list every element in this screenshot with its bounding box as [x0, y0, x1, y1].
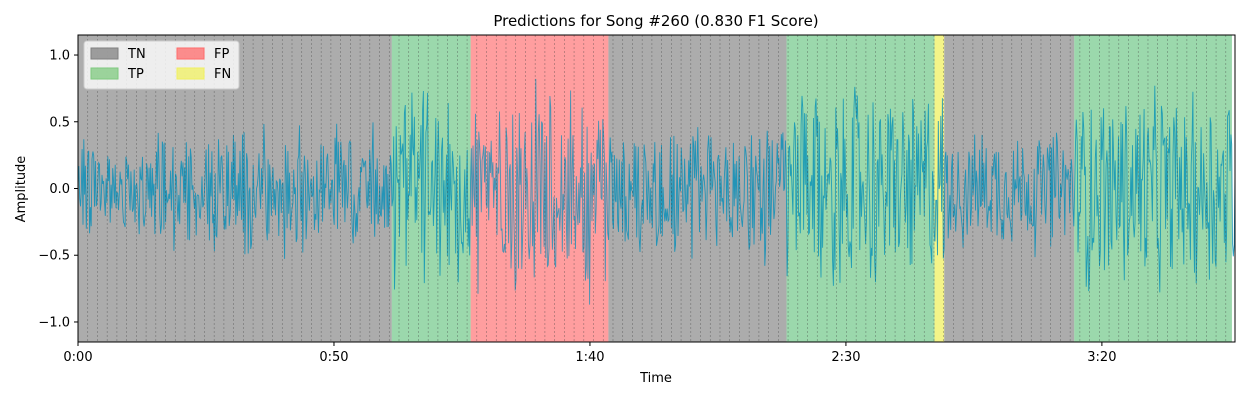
- legend: TN TP FP FN: [83, 40, 240, 90]
- region-tint-0: [391, 35, 471, 342]
- legend-label-tn: TN: [127, 47, 146, 62]
- waveform: [78, 78, 1235, 305]
- y-tick-label: −0.5: [38, 249, 70, 264]
- y-tick-label: 0.5: [49, 115, 70, 130]
- x-tick-label: 2:30: [831, 350, 860, 365]
- legend-swatch-tn: [90, 47, 119, 60]
- chart-title: Predictions for Song #260 (0.830 F1 Scor…: [493, 12, 818, 30]
- legend-label-tp: TP: [127, 67, 144, 82]
- y-tick-label: −1.0: [38, 315, 70, 330]
- legend-label-fp: FP: [214, 47, 229, 62]
- axes: 0:00 0:50 1:40 2:30 3:20 1.0 0.5 0.0 −0.5 −1.0: [38, 34, 1236, 365]
- region-tint-1: [470, 35, 609, 342]
- region-tint-3: [1074, 35, 1232, 342]
- y-tick-label: 1.0: [49, 49, 70, 64]
- x-tick-label: 0:50: [319, 350, 348, 365]
- x-axis-label: Time: [639, 371, 672, 386]
- x-tick-label: 3:20: [1087, 350, 1116, 365]
- beat-lines: [87, 35, 1227, 342]
- region-tint-2: [786, 35, 935, 342]
- legend-swatch-fn: [176, 67, 205, 80]
- x-tick-label: 0:00: [63, 350, 92, 365]
- x-tick-label: 1:40: [575, 350, 604, 365]
- plot-area: [78, 35, 1235, 342]
- y-tick-label: 0.0: [49, 182, 70, 197]
- span-tn-3: [608, 35, 787, 342]
- legend-swatch-fp: [176, 47, 205, 60]
- legend-swatch-tp: [90, 67, 119, 80]
- legend-label-fn: FN: [214, 67, 231, 82]
- y-axis-label: Amplitude: [14, 156, 29, 223]
